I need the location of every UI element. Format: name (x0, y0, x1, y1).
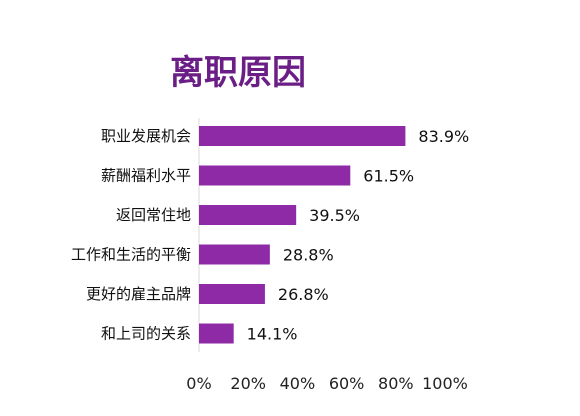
chart-title: 离职原因 (170, 53, 306, 93)
category-label: 工作和生活的平衡 (71, 246, 191, 264)
bar (199, 205, 297, 225)
x-tick-label: 40% (280, 374, 316, 393)
data-label: 28.8% (283, 246, 334, 265)
category-label: 薪酬福利水平 (101, 167, 191, 185)
data-label: 83.9% (418, 127, 469, 146)
category-label: 职业发展机会 (101, 127, 191, 145)
x-tick-label: 0% (186, 374, 211, 393)
x-tick-label: 80% (378, 374, 414, 393)
data-label: 14.1% (247, 325, 298, 344)
data-label: 26.8% (278, 285, 329, 304)
data-label: 39.5% (309, 206, 360, 225)
category-label: 更好的雇主品牌 (86, 285, 191, 303)
bar (199, 165, 351, 186)
bar (199, 323, 234, 344)
category-label: 返回常住地 (116, 206, 191, 224)
x-tick-label: 60% (329, 374, 365, 393)
bar (199, 126, 406, 146)
data-label: 61.5% (363, 167, 414, 186)
x-tick-label: 100% (422, 374, 468, 393)
x-tick-label: 20% (230, 374, 266, 393)
bar (199, 244, 270, 265)
bar (199, 284, 265, 304)
category-label: 和上司的关系 (101, 325, 191, 343)
